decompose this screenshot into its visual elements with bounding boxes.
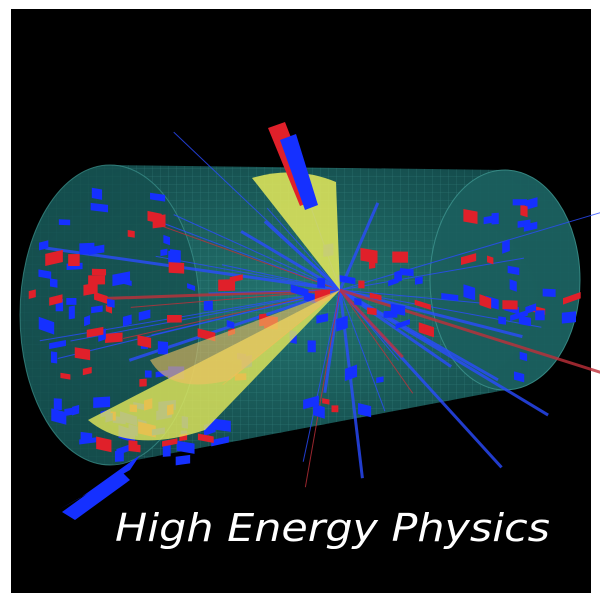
- hit: [128, 230, 135, 238]
- hit: [160, 249, 167, 257]
- hit: [88, 275, 105, 284]
- hit: [158, 341, 168, 355]
- hit: [415, 277, 423, 285]
- hit: [93, 396, 110, 408]
- hit: [354, 298, 361, 305]
- hit: [562, 311, 576, 323]
- event-display: High Energy Physics: [0, 0, 600, 603]
- hit: [169, 262, 184, 274]
- hit: [50, 278, 57, 287]
- hit: [498, 316, 506, 325]
- hit: [68, 254, 80, 266]
- hit: [204, 301, 213, 311]
- hit: [167, 315, 182, 323]
- hit: [170, 249, 181, 263]
- hit: [54, 398, 62, 410]
- hit: [392, 251, 408, 262]
- hit: [129, 444, 141, 453]
- caption: High Energy Physics: [115, 506, 550, 550]
- hit: [535, 310, 544, 320]
- hit: [107, 299, 115, 308]
- hit: [51, 351, 57, 363]
- hit: [59, 219, 70, 225]
- hit: [105, 333, 123, 343]
- hit: [492, 213, 499, 225]
- hit: [331, 405, 338, 412]
- hit: [358, 281, 364, 289]
- hit: [139, 379, 146, 387]
- hit: [308, 340, 316, 352]
- hit: [463, 209, 477, 224]
- hit: [92, 269, 106, 276]
- page: {"caption": "High Energy Physics"} High …: [0, 0, 600, 603]
- hit: [145, 370, 152, 377]
- hit: [367, 307, 377, 315]
- hit: [513, 199, 527, 205]
- hit: [520, 204, 527, 217]
- hit: [317, 278, 325, 288]
- hit: [502, 300, 517, 309]
- hit: [66, 298, 76, 305]
- hit: [543, 289, 556, 297]
- hit: [69, 306, 75, 320]
- hit: [92, 188, 102, 200]
